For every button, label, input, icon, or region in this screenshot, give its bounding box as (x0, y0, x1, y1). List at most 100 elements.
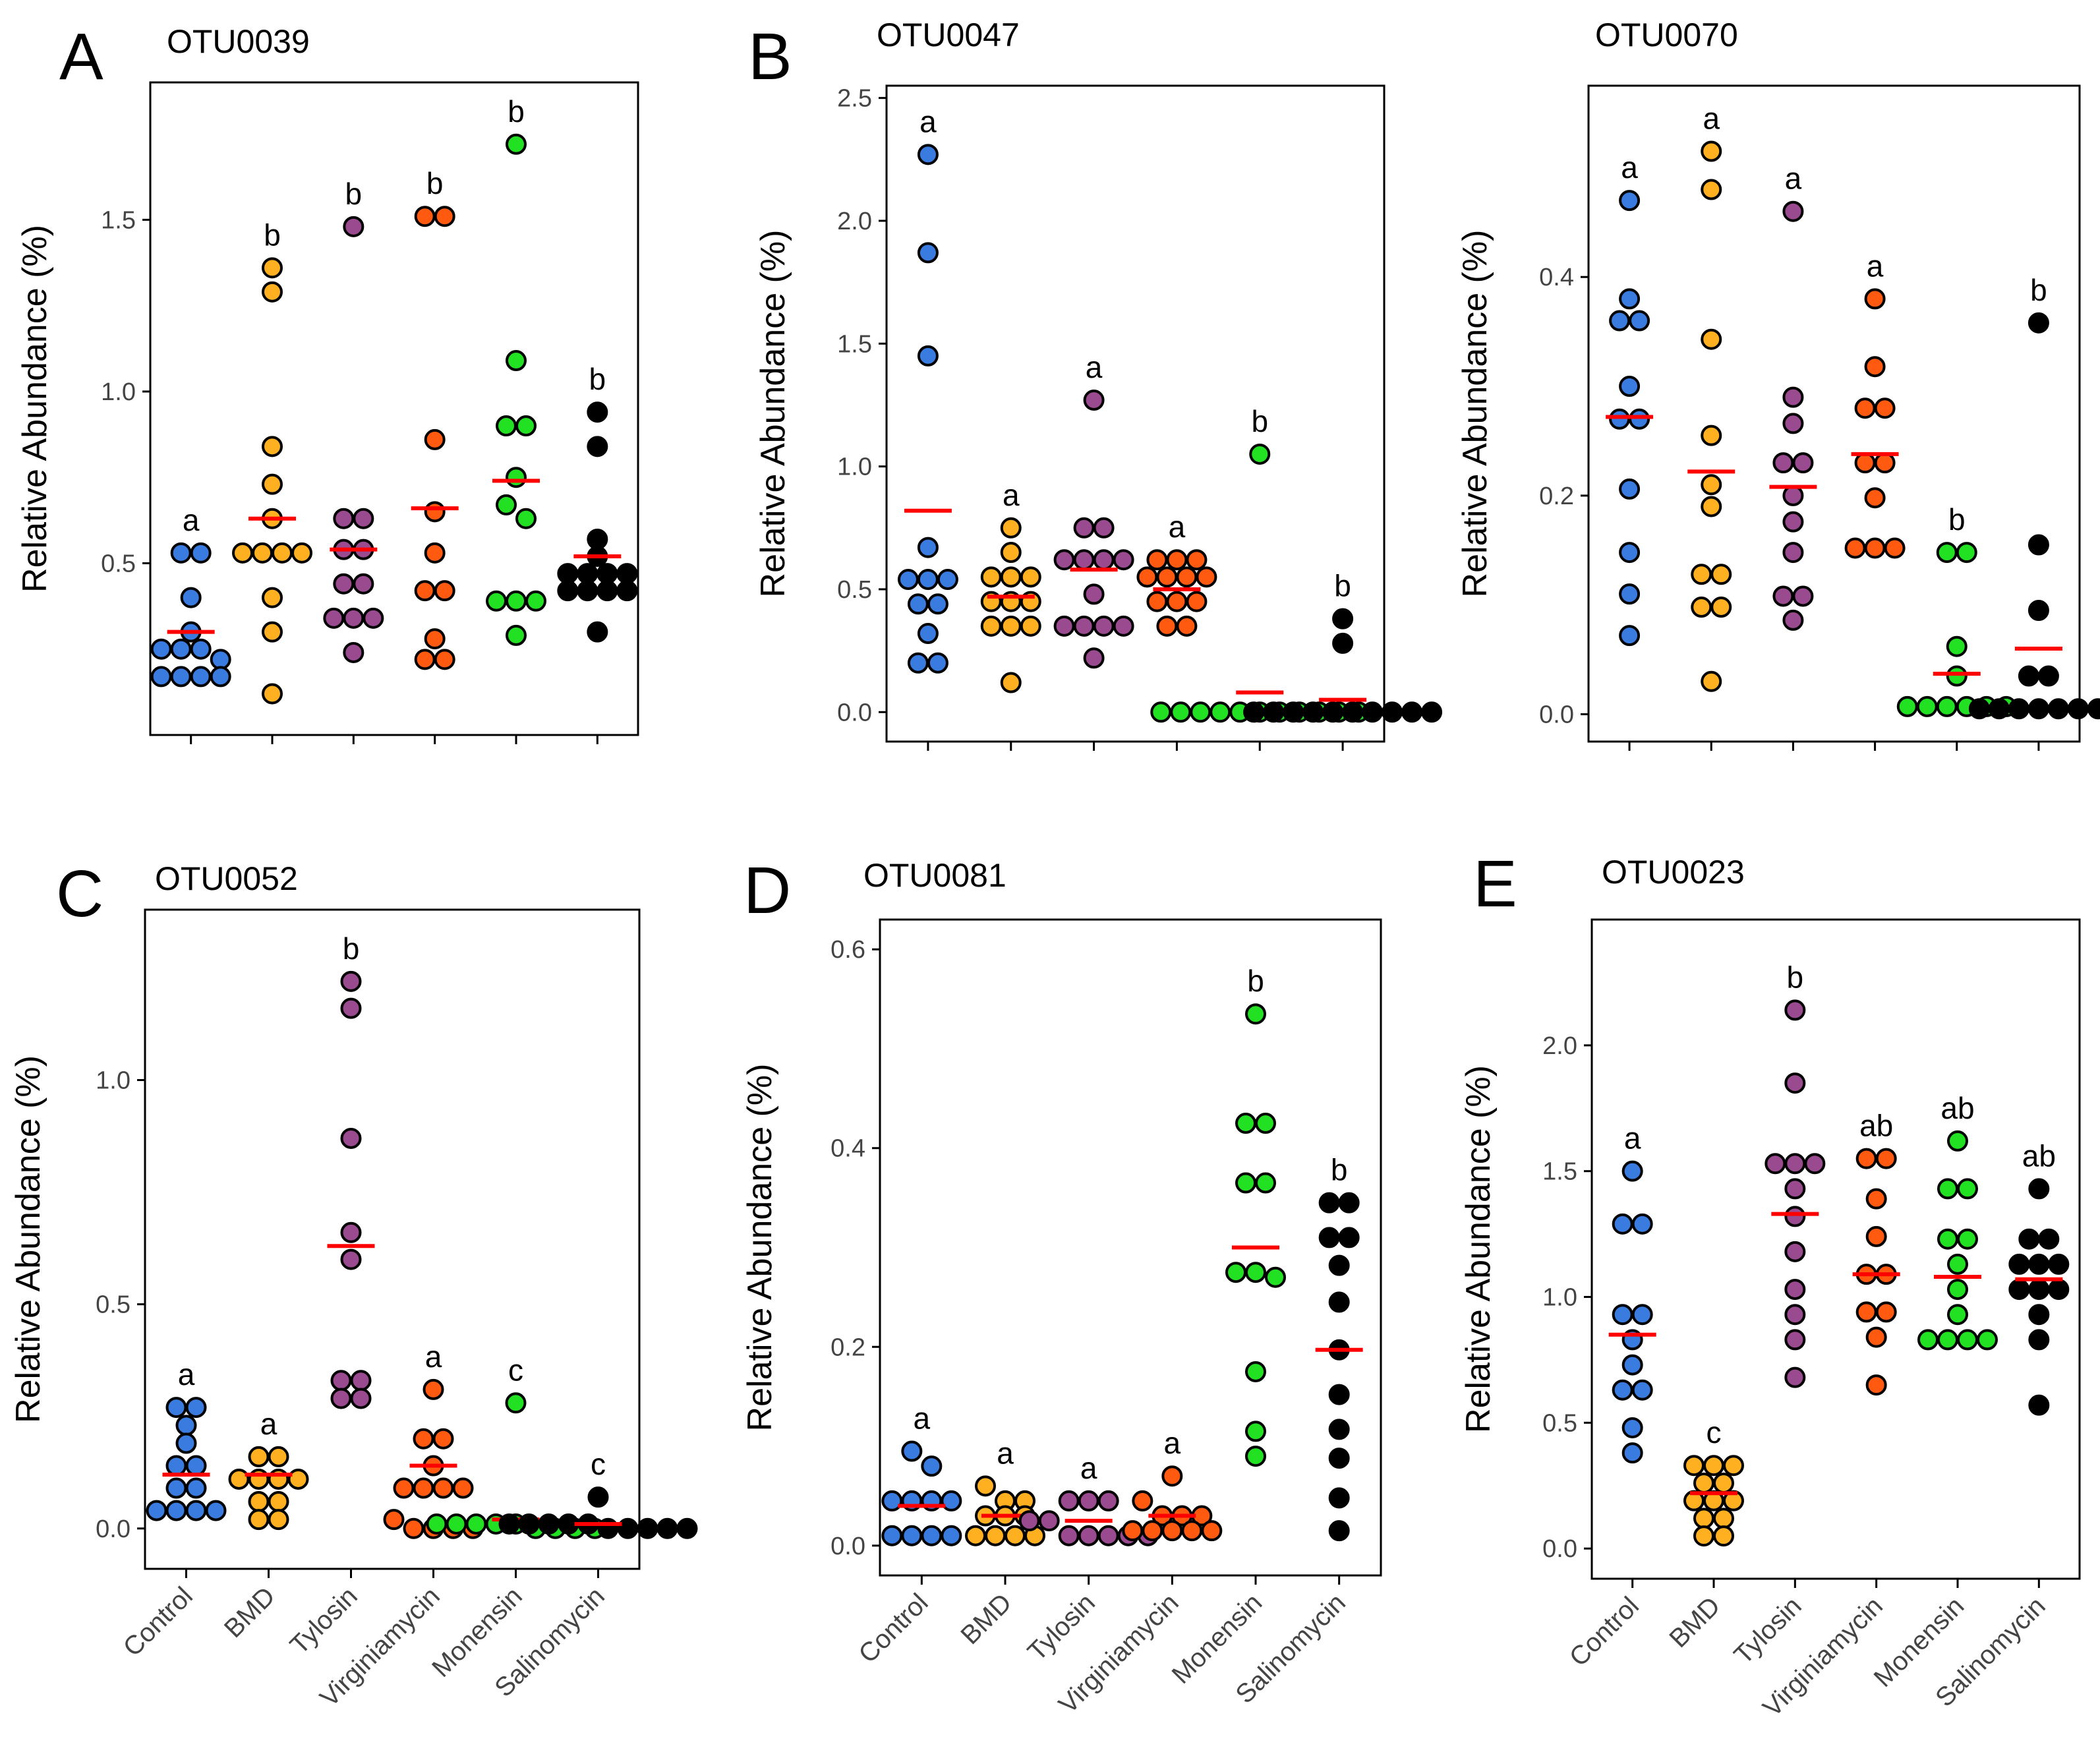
data-point (1053, 615, 1075, 637)
data-point (921, 1455, 943, 1477)
data-point (1947, 1253, 1968, 1275)
data-point (1693, 1508, 1714, 1529)
data-point (262, 436, 283, 457)
data-point (2037, 665, 2059, 687)
data-point (1181, 1520, 1203, 1542)
data-point (465, 1513, 487, 1535)
data-point (175, 1415, 197, 1436)
data-point (941, 1490, 962, 1511)
x-tick-label-bmd: BMD (219, 1581, 281, 1643)
data-point (205, 1500, 227, 1521)
data-point (2027, 312, 2049, 334)
series-tylosin: b (327, 931, 375, 1409)
significance-label: b (345, 177, 363, 211)
data-point (1916, 695, 1938, 717)
significance-label: b (343, 931, 360, 966)
data-point (1784, 1178, 1806, 1200)
series-bmd: b (232, 218, 312, 705)
data-point (587, 401, 608, 423)
significance-label: a (1086, 350, 1103, 384)
data-point (414, 206, 436, 227)
y-tick-label: 0.0 (837, 699, 872, 726)
data-point (2028, 1394, 2050, 1416)
data-point (340, 1248, 362, 1270)
x-tick-label-bmd: BMD (1664, 1591, 1726, 1653)
data-point (1784, 1206, 1806, 1227)
data-point (2008, 698, 2029, 720)
significance-label: a (919, 104, 937, 138)
data-point (927, 593, 948, 615)
data-point (1619, 376, 1641, 397)
data-point (1782, 200, 1804, 222)
x-tick-label-tylosin: Tylosin (1729, 1591, 1807, 1670)
data-point (597, 563, 618, 585)
data-point (1937, 1178, 1958, 1200)
data-point (1713, 1472, 1734, 1494)
significance-label: a (178, 1357, 195, 1392)
data-point (1176, 566, 1198, 588)
data-point (350, 1388, 372, 1409)
data-point (1328, 1487, 1350, 1509)
data-point (1854, 397, 1876, 419)
data-point (1864, 288, 1886, 310)
significance-label: b (264, 218, 281, 252)
data-point (1020, 566, 1041, 588)
data-point (1784, 1153, 1806, 1175)
series-salinomycin: b (1968, 273, 2100, 720)
series-tylosin: a (1769, 161, 1817, 631)
data-point (901, 1440, 923, 1462)
significance-label: ab (1859, 1109, 1893, 1143)
data-point (577, 563, 598, 585)
data-point (1782, 413, 1804, 434)
data-point (1693, 1472, 1714, 1494)
data-point (676, 1517, 698, 1539)
y-axis-label: Relative Abundance (%) (1459, 1065, 1498, 1433)
series-control: a (1606, 150, 1654, 647)
data-point (232, 542, 253, 564)
data-point (403, 1517, 424, 1539)
data-point (1328, 1384, 1350, 1405)
data-point (1691, 597, 1712, 618)
series-virginiamycin: b (411, 166, 459, 670)
significance-label: a (1867, 249, 1884, 283)
data-point (383, 1509, 405, 1531)
chart-title: OTU0047 (877, 16, 1020, 53)
data-point (901, 1525, 923, 1546)
data-point (1318, 1227, 1340, 1248)
series-tylosin: b (1765, 960, 1826, 1388)
data-point (2047, 698, 2069, 720)
data-point (515, 508, 537, 529)
data-point (1170, 701, 1192, 723)
data-point (1683, 1455, 1705, 1477)
data-point (1283, 701, 1304, 723)
series-virginiamycin: a (1122, 1426, 1223, 1542)
data-point (1792, 585, 1814, 607)
significance-label: b (589, 362, 606, 396)
data-point (1772, 585, 1794, 607)
data-point (1619, 478, 1641, 500)
data-point (1362, 701, 1384, 723)
data-point (340, 997, 362, 1019)
data-point (881, 1525, 903, 1546)
data-point (907, 593, 929, 615)
panel-otu0070: OTU0070 Relative Abundance (%) 0.0 0.2 0.4 a a… (1456, 16, 2100, 751)
data-point (333, 508, 355, 529)
data-point (587, 436, 608, 457)
y-tick-label: 0.5 (96, 1291, 131, 1319)
data-point (424, 428, 446, 450)
y-axis-label: Relative Abundance (%) (1456, 230, 1494, 598)
data-point (917, 623, 939, 645)
data-point (190, 638, 212, 660)
data-point (2048, 1279, 2070, 1301)
y-tick-label: 2.5 (837, 85, 872, 113)
data-point (1631, 1304, 1653, 1326)
data-point (1245, 1262, 1266, 1283)
data-point (1988, 698, 2010, 720)
data-point (1792, 452, 1814, 474)
data-point (1000, 517, 1022, 539)
data-point (1784, 1072, 1806, 1094)
chart-title: OTU0052 (155, 860, 298, 897)
data-point (1132, 1490, 1153, 1511)
data-point (1255, 1113, 1276, 1134)
data-point (637, 1517, 658, 1539)
